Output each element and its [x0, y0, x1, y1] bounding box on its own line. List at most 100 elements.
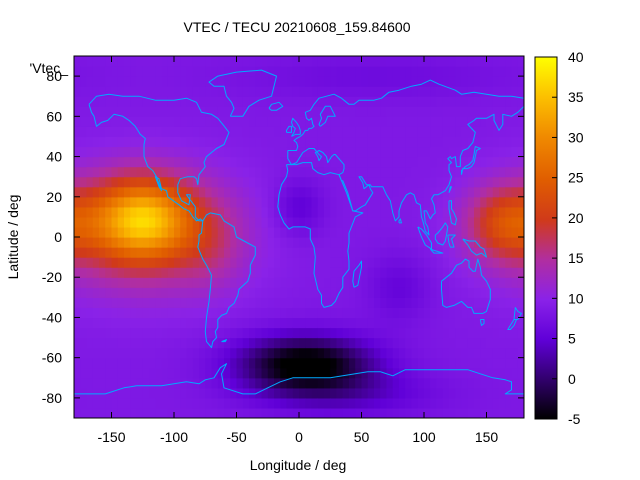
heatmap-cell: [149, 186, 156, 198]
heatmap-cell: [192, 116, 200, 127]
heatmap-cell: [386, 56, 394, 67]
heatmap-cell: [405, 216, 413, 228]
heatmap-cell: [342, 226, 350, 238]
heatmap-cell: [261, 126, 269, 138]
heatmap-cell: [180, 397, 188, 409]
heatmap-cell: [211, 347, 219, 359]
colorbar-tick-label: 30: [568, 129, 584, 145]
heatmap-cell: [311, 186, 319, 198]
heatmap-cell: [261, 116, 269, 127]
heatmap-cell: [230, 387, 238, 399]
heatmap-cell: [86, 196, 94, 208]
heatmap-cell: [511, 226, 519, 238]
heatmap-cell: [136, 357, 144, 369]
heatmap-cell: [274, 176, 281, 188]
heatmap-cell: [74, 257, 81, 268]
heatmap-cell: [442, 76, 450, 87]
heatmap-cell: [417, 307, 425, 319]
heatmap-cell: [180, 237, 188, 248]
heatmap-cell: [461, 317, 469, 329]
heatmap-cell: [205, 76, 213, 87]
heatmap-cell: [217, 176, 225, 188]
heatmap-cell: [405, 387, 413, 399]
heatmap-cell: [367, 367, 375, 379]
heatmap-cell: [192, 216, 200, 228]
heatmap-cell: [117, 196, 125, 208]
heatmap-cell: [286, 387, 294, 399]
heatmap-cell: [361, 267, 369, 278]
heatmap-cell: [436, 136, 444, 148]
heatmap-cell: [299, 317, 306, 329]
heatmap-cell: [392, 216, 400, 228]
heatmap-cell: [386, 267, 394, 278]
heatmap-cell: [211, 196, 219, 208]
heatmap-cell: [261, 176, 269, 188]
heatmap-cell: [336, 166, 344, 178]
heatmap-cell: [474, 146, 481, 158]
heatmap-cell: [274, 206, 281, 218]
heatmap-cell: [336, 146, 344, 158]
heatmap-cell: [242, 186, 250, 198]
heatmap-cell: [499, 86, 506, 97]
heatmap-cell: [342, 116, 350, 127]
heatmap-cell: [411, 267, 419, 278]
heatmap-cell: [99, 216, 106, 228]
heatmap-cell: [142, 267, 150, 278]
heatmap-cell: [361, 297, 369, 308]
heatmap-cell: [374, 206, 381, 218]
heatmap-cell: [367, 297, 375, 308]
heatmap-cell: [149, 66, 156, 77]
heatmap-cell: [505, 186, 513, 198]
heatmap-cell: [92, 397, 100, 409]
heatmap-cell: [286, 337, 294, 349]
heatmap-cell: [430, 287, 438, 298]
heatmap-cell: [299, 176, 306, 188]
heatmap-cell: [430, 196, 438, 208]
heatmap-cell: [405, 86, 413, 97]
heatmap-cell: [424, 287, 431, 298]
heatmap-cell: [142, 196, 150, 208]
heatmap-cell: [130, 116, 138, 127]
heatmap-cell: [342, 337, 350, 349]
heatmap-cell: [417, 237, 425, 248]
heatmap-cell: [436, 146, 444, 158]
heatmap-cell: [199, 86, 206, 97]
heatmap-cell: [299, 307, 306, 319]
heatmap-cell: [317, 206, 325, 218]
heatmap-cell: [86, 317, 94, 329]
heatmap-cell: [180, 126, 188, 138]
heatmap-cell: [149, 76, 156, 87]
heatmap-cell: [342, 86, 350, 97]
heatmap-cell: [424, 307, 431, 319]
heatmap-cell: [455, 277, 463, 288]
heatmap-cell: [311, 267, 319, 278]
heatmap-cell: [486, 136, 494, 148]
heatmap-cell: [349, 337, 356, 349]
heatmap-cell: [111, 86, 119, 97]
heatmap-cell: [180, 96, 188, 107]
heatmap-cell: [299, 237, 306, 248]
heatmap-cell: [480, 106, 488, 117]
heatmap-cell: [267, 297, 275, 308]
heatmap-cell: [161, 186, 169, 198]
heatmap-cell: [299, 377, 306, 389]
heatmap-cell: [511, 377, 519, 389]
heatmap-cell: [105, 277, 113, 288]
heatmap-cell: [355, 166, 363, 178]
heatmap-cell: [486, 297, 494, 308]
heatmap-cell: [392, 277, 400, 288]
heatmap-cell: [99, 76, 106, 87]
heatmap-cell: [167, 86, 175, 97]
heatmap-cell: [249, 96, 256, 107]
heatmap-cell: [324, 76, 331, 87]
heatmap-cell: [230, 126, 238, 138]
heatmap-cell: [286, 287, 294, 298]
heatmap-cell: [305, 247, 313, 258]
heatmap-cell: [74, 166, 81, 178]
heatmap-cell: [355, 357, 363, 369]
heatmap-cell: [230, 156, 238, 168]
heatmap-cell: [274, 237, 281, 248]
heatmap-cell: [442, 106, 450, 117]
heatmap-cell: [330, 66, 338, 77]
heatmap-cell: [130, 327, 138, 339]
